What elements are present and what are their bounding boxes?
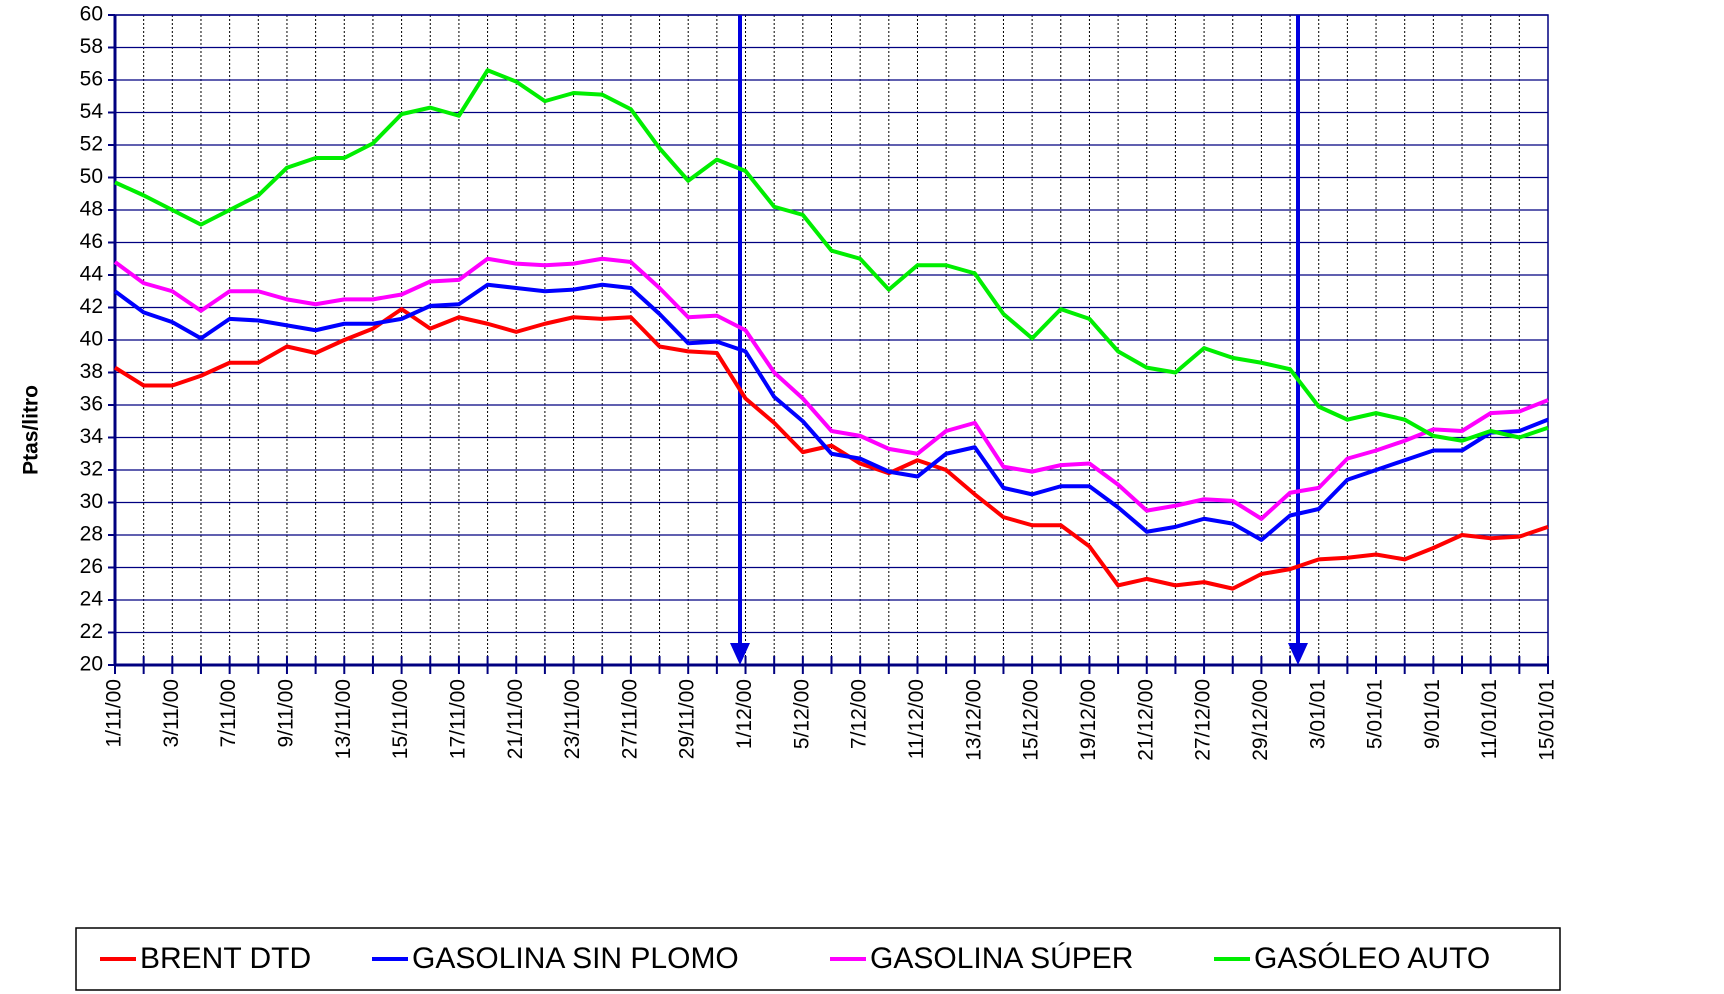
x-tick-label: 29/12/00 [1249,679,1272,761]
x-tick-label: 23/11/00 [561,679,584,759]
legend-label: BRENT DTD [140,942,311,975]
y-tick-label: 60 [80,3,103,26]
y-tick-label: 40 [80,328,103,351]
y-tick-label: 50 [80,165,103,188]
y-tick-label: 52 [80,133,103,156]
x-tick-label: 21/12/00 [1134,679,1157,761]
y-tick-label: 46 [80,230,103,253]
x-tick-label: 5/01/01 [1364,679,1387,749]
y-tick-label: 48 [80,198,103,221]
series-line [113,307,1549,591]
x-tick-label: 7/11/00 [217,679,240,748]
y-tick-label: 26 [80,555,103,578]
x-tick-label: 7/12/00 [848,679,871,749]
x-tick-label: 5/12/00 [790,679,813,749]
x-tick-label: 15/11/00 [389,679,412,759]
x-tick-label: 9/01/01 [1421,679,1444,749]
legend-label: GASÓLEO AUTO [1254,942,1490,975]
x-tick-label: 29/11/00 [676,679,699,759]
x-tick-label: 15/01/01 [1536,679,1559,761]
x-tick-label: 9/11/00 [275,679,298,748]
x-tick-label: 11/01/01 [1478,679,1501,759]
series-line [114,68,1549,443]
x-tick-label: 13/11/00 [332,679,355,759]
y-axis-title: Ptas/litro [20,385,43,475]
event-arrow-head [730,643,750,665]
y-tick-label: 44 [80,263,104,286]
x-tick-label: 27/12/00 [1192,679,1215,761]
series-line [113,256,1549,521]
series-line [113,282,1549,542]
y-tick-label: 42 [80,295,103,318]
legend-label: GASOLINA SIN PLOMO [412,942,739,975]
y-tick-label: 34 [80,425,104,448]
plot-area: 20 22 24 26 28 30 32 34 36 38 40 42 44 46 48 50 52 54 56 58… [80,3,1559,761]
x-tick-label: 15/12/00 [1020,679,1043,761]
y-tick-label: 38 [80,360,103,383]
legend: BRENT DTD GASOLINA SIN PLOMO GASOLINA SÚPE… [75,927,1561,991]
x-tick-label: 19/12/00 [1077,679,1100,761]
x-tick-label: 27/11/00 [618,679,641,759]
y-tick-label: 54 [80,100,104,123]
y-tick-label: 28 [80,523,103,546]
y-tick-label: 22 [80,620,103,643]
x-tick-label: 21/11/00 [504,679,527,759]
x-tick-label: 3/01/01 [1306,679,1329,749]
event-arrow-head [1288,643,1308,665]
y-tick-label: 30 [80,490,103,513]
x-tick-label: 17/11/00 [446,679,469,759]
x-tick-label: 1/11/00 [103,679,126,748]
y-tick-label: 58 [80,35,103,58]
x-tick-label: 11/12/00 [905,679,928,759]
y-tick-label: 20 [80,653,103,676]
y-tick-label: 36 [80,393,103,416]
y-tick-label: 56 [80,68,103,91]
x-tick-label: 13/12/00 [962,679,985,761]
x-tick-label: 1/12/00 [733,679,756,749]
y-tick-label: 24 [80,588,104,611]
y-tick-label: 32 [80,458,103,481]
x-tick-label: 3/11/00 [160,679,183,748]
legend-label: GASOLINA SÚPER [870,942,1133,975]
legend-box [75,927,1561,991]
